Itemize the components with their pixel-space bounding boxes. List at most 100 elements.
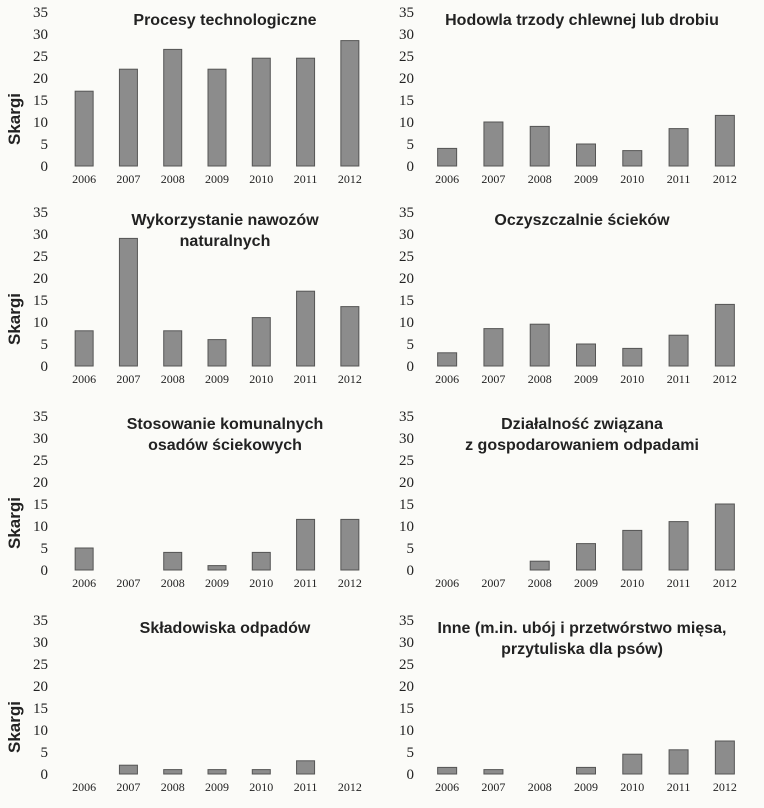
x-tick-label-2007: 2007: [481, 780, 505, 794]
x-tick-label-2006: 2006: [435, 780, 459, 794]
y-tick-label-25: 25: [33, 49, 48, 65]
y-tick-label-25: 25: [33, 657, 48, 673]
y-tick-label-0: 0: [407, 563, 415, 579]
x-tick-label-2007: 2007: [116, 372, 140, 386]
bar-2008: [163, 330, 183, 367]
y-tick-label-35: 35: [399, 5, 414, 21]
y-tick-label-10: 10: [399, 723, 414, 739]
y-tick-label-15: 15: [33, 93, 48, 109]
y-tick-label-30: 30: [33, 635, 48, 651]
y-tick-label-5: 5: [407, 137, 415, 153]
y-tick-label-30: 30: [399, 431, 414, 447]
x-tick-label-2007: 2007: [116, 780, 140, 794]
x-tick-label-2008: 2008: [528, 372, 552, 386]
x-tick-label-2007: 2007: [116, 576, 140, 590]
y-tick-label-5: 5: [41, 541, 49, 557]
y-tick-label-20: 20: [399, 679, 414, 695]
y-tick-label-30: 30: [33, 227, 48, 243]
x-tick-label-2006: 2006: [72, 372, 96, 386]
y-tick-label-20: 20: [33, 271, 48, 287]
y-tick-label-35: 35: [33, 5, 48, 21]
x-tick-label-2006: 2006: [435, 172, 459, 186]
y-tick-label-20: 20: [399, 271, 414, 287]
y-axis-label: Skargi: [5, 701, 24, 753]
y-tick-label-25: 25: [399, 657, 414, 673]
y-tick-label-25: 25: [33, 249, 48, 265]
y-tick-label-20: 20: [399, 475, 414, 491]
bar-2012: [714, 114, 735, 167]
chart-title-line-2: naturalnych: [180, 233, 271, 250]
bar-2010: [622, 753, 643, 775]
x-tick-label-2011: 2011: [667, 372, 691, 386]
bar-2011: [296, 518, 316, 571]
y-tick-label-15: 15: [399, 497, 414, 513]
bar-2012: [340, 40, 360, 167]
bar-2011: [296, 57, 316, 167]
y-tick-label-35: 35: [33, 409, 48, 425]
x-tick-label-2011: 2011: [294, 172, 318, 186]
bar-2008: [163, 48, 183, 167]
y-tick-label-30: 30: [399, 27, 414, 43]
y-tick-label-5: 5: [41, 137, 49, 153]
bar-2009: [576, 143, 596, 167]
y-tick-label-15: 15: [33, 293, 48, 309]
bar-2006: [437, 352, 458, 367]
bar-2011: [668, 749, 689, 775]
chart-title-line-1: Inne (m.in. ubój i przetwórstwo mięsa,: [438, 620, 727, 637]
bar-2008: [163, 769, 183, 775]
x-tick-label-2008: 2008: [528, 780, 552, 794]
x-tick-label-2006: 2006: [435, 372, 459, 386]
y-tick-label-30: 30: [399, 635, 414, 651]
x-tick-label-2006: 2006: [72, 576, 96, 590]
y-tick-label-0: 0: [41, 767, 49, 783]
x-tick-label-2008: 2008: [528, 172, 552, 186]
x-tick-label-2008: 2008: [161, 372, 185, 386]
bar-2008: [529, 125, 550, 167]
chart-title-line-2: osadów ściekowych: [148, 437, 302, 454]
x-tick-label-2011: 2011: [667, 780, 691, 794]
x-tick-label-2008: 2008: [161, 172, 185, 186]
x-tick-label-2010: 2010: [249, 780, 273, 794]
y-tick-label-15: 15: [399, 701, 414, 717]
y-tick-label-10: 10: [399, 315, 414, 331]
x-tick-label-2010: 2010: [620, 576, 644, 590]
chart-title-line-1: Wykorzystanie nawozów: [131, 212, 319, 229]
x-tick-label-2009: 2009: [205, 576, 229, 590]
y-tick-label-30: 30: [33, 27, 48, 43]
x-tick-label-2010: 2010: [620, 172, 644, 186]
bar-2010: [251, 57, 271, 167]
bar-2012: [714, 503, 735, 571]
bar-2006: [74, 547, 94, 571]
x-tick-label-2006: 2006: [72, 780, 96, 794]
y-axis-label: Skargi: [5, 497, 24, 549]
bar-2010: [622, 150, 643, 167]
y-tick-label-35: 35: [399, 409, 414, 425]
chart-panel-oczyszczalnie-sciekow: 35 30 25 20 15 10 5 0 Oczyszczalnie ścieków 2006 2…: [399, 205, 737, 386]
chart-title-line-2: przytuliska dla psów): [501, 641, 663, 658]
x-tick-label-2010: 2010: [249, 172, 273, 186]
y-tick-label-35: 35: [399, 205, 414, 221]
bar-2010: [622, 529, 643, 571]
x-tick-label-2009: 2009: [205, 372, 229, 386]
x-tick-label-2011: 2011: [294, 372, 318, 386]
chart-panel-dzialalnosc-zwiazana-z-gospodarowaniem-odpadami: 35 30 25 20 15 10 5 0 Działalność związana z gosp…: [399, 409, 737, 590]
y-tick-label-5: 5: [41, 745, 49, 761]
bar-2006: [74, 90, 94, 167]
x-tick-label-2008: 2008: [528, 576, 552, 590]
chart-panel-inne-m-in-uboj-i-przetworstwo-miesa-przytuliska-dla-psow: 35 30 25 20 15 10 5 0 Inne (m.in. ubój i przetwó…: [399, 613, 737, 794]
y-tick-label-35: 35: [33, 205, 48, 221]
x-tick-label-2009: 2009: [205, 172, 229, 186]
x-tick-label-2008: 2008: [161, 576, 185, 590]
x-tick-label-2012: 2012: [713, 780, 737, 794]
bar-2011: [296, 760, 316, 775]
bar-2009: [576, 766, 596, 775]
y-tick-label-10: 10: [399, 519, 414, 535]
y-tick-label-25: 25: [399, 453, 414, 469]
y-tick-label-5: 5: [407, 337, 415, 353]
x-tick-label-2011: 2011: [667, 172, 691, 186]
bar-2006: [437, 766, 458, 775]
chart-panel-procesy-technologiczne: Skargi 35 30 25 20 15 10 5 0 Procesy technologicz…: [5, 5, 362, 186]
bar-2010: [622, 347, 643, 367]
y-tick-label-5: 5: [407, 745, 415, 761]
